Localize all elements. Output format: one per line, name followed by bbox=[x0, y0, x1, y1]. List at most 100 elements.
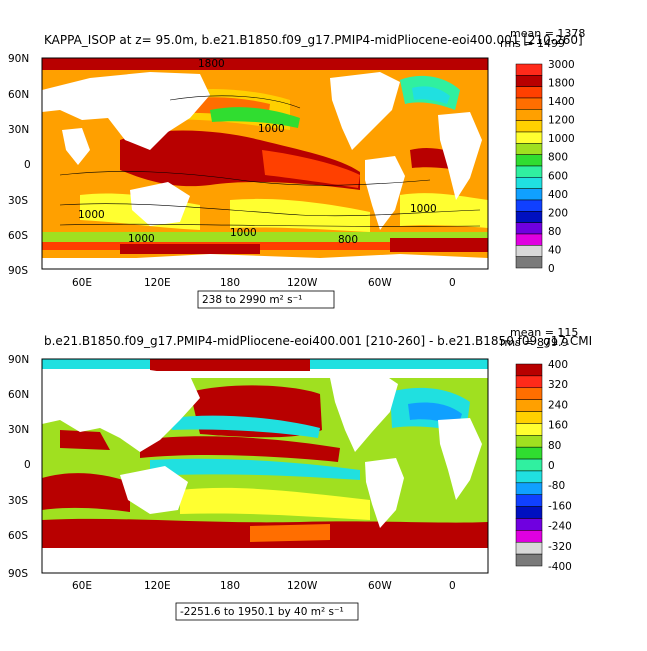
colorbar-label: 400 bbox=[548, 189, 568, 201]
colorbar-swatch bbox=[515, 75, 543, 87]
range-note-bottom: -2251.6 to 1950.1 by 40 m² s⁻¹ bbox=[175, 602, 359, 621]
contour-label: 1000 bbox=[258, 123, 285, 135]
colorbar-label: -320 bbox=[548, 541, 572, 553]
map-top: 1800 1000 1000 800 1000 1000 1000 bbox=[41, 57, 489, 270]
colorbar-label: 600 bbox=[548, 170, 568, 182]
panel-bottom-mean: mean = 115 bbox=[510, 326, 578, 339]
lon-tick: 60E bbox=[72, 277, 92, 289]
colorbar-swatch bbox=[515, 165, 543, 178]
colorbar-label: 3000 bbox=[548, 59, 575, 71]
colorbar-swatch bbox=[515, 541, 543, 555]
lon-axis-top: 60E 120E 180 120W 60W 0 bbox=[72, 277, 456, 289]
lat-tick: 30S bbox=[8, 195, 28, 207]
lat-axis-top: 90N 60N 30N 0 30S 60S 90S bbox=[8, 53, 31, 277]
colorbar-label: 0 bbox=[548, 263, 555, 275]
lat-tick: 90N bbox=[8, 53, 29, 65]
colorbar-label: 400 bbox=[548, 359, 568, 371]
lat-axis-bottom: 90N 60N 30N 0 30S 60S 90S bbox=[8, 354, 31, 580]
lon-axis-bottom: 60E 120E 180 120W 60W 0 bbox=[72, 580, 456, 592]
colorbar-label: 200 bbox=[548, 207, 568, 219]
colorbar-swatch bbox=[515, 86, 543, 99]
colorbar-swatch bbox=[515, 470, 543, 484]
lon-tick: 60E bbox=[72, 580, 92, 592]
panel-top-title: KAPPA_ISOP at z= 95.0m, b.e21.B1850.f09_… bbox=[44, 33, 583, 47]
colorbar-swatch bbox=[515, 482, 543, 495]
colorbar-swatch bbox=[515, 375, 543, 389]
lat-tick: 30N bbox=[8, 424, 29, 436]
colorbar-swatch bbox=[515, 363, 543, 377]
colorbar-swatch bbox=[515, 423, 543, 436]
lon-tick: 120E bbox=[144, 580, 171, 592]
colorbar-label: -400 bbox=[548, 561, 572, 573]
colorbar-swatch bbox=[515, 109, 543, 121]
colorbar-label: 160 bbox=[548, 420, 568, 432]
panel-bottom-rms: rms = 879.9 bbox=[500, 336, 568, 349]
colorbar-swatch bbox=[515, 63, 543, 76]
panel-top: KAPPA_ISOP at z= 95.0m, b.e21.B1850.f09_… bbox=[8, 27, 585, 309]
colorbar-swatch bbox=[515, 411, 543, 424]
colorbar-label: -240 bbox=[548, 521, 572, 533]
colorbar-swatch bbox=[515, 458, 543, 472]
contour-label: 1000 bbox=[230, 227, 257, 239]
lat-tick: 90S bbox=[8, 568, 28, 580]
colorbar-swatch bbox=[515, 199, 543, 212]
colorbar-swatch bbox=[515, 494, 543, 507]
lat-tick: 60N bbox=[8, 389, 29, 401]
contour-label: 1800 bbox=[198, 58, 225, 70]
panel-bottom: b.e21.B1850.f09_g17.PMIP4-midPliocene-eo… bbox=[8, 326, 592, 621]
colorbar-swatch bbox=[515, 188, 543, 201]
panel-top-mean: mean = 1378 bbox=[510, 27, 585, 40]
colorbar-swatch bbox=[515, 154, 543, 167]
colorbar-swatch bbox=[515, 399, 543, 412]
lat-tick: 0 bbox=[24, 459, 31, 471]
colorbar-swatch bbox=[515, 97, 543, 110]
colorbar-label: -80 bbox=[548, 480, 565, 492]
colorbar-swatch bbox=[515, 518, 543, 531]
lat-tick: 30S bbox=[8, 495, 28, 507]
contour-label: 1000 bbox=[128, 233, 155, 245]
colorbar-label: 320 bbox=[548, 379, 568, 391]
colorbar-label: 40 bbox=[548, 244, 561, 256]
contour-label: 800 bbox=[338, 234, 358, 246]
colorbar-label: 80 bbox=[548, 440, 561, 452]
colorbar-label: 0 bbox=[548, 460, 555, 472]
lat-tick: 90N bbox=[8, 354, 29, 366]
lat-tick: 60N bbox=[8, 89, 29, 101]
lon-tick: 0 bbox=[449, 277, 456, 289]
colorbar-swatch bbox=[515, 506, 543, 519]
colorbar-label: 1000 bbox=[548, 133, 575, 145]
panel-top-rms: rms = 1499 bbox=[500, 37, 565, 50]
lon-tick: 120W bbox=[287, 277, 318, 289]
lat-tick: 60S bbox=[8, 530, 28, 542]
colorbar-swatch bbox=[515, 553, 543, 567]
lon-tick: 180 bbox=[220, 277, 240, 289]
colorbar-label: 800 bbox=[548, 152, 568, 164]
lon-tick: 180 bbox=[220, 580, 240, 592]
lat-tick: 0 bbox=[24, 159, 31, 171]
colorbar-swatch bbox=[515, 256, 543, 269]
contour-label: 1000 bbox=[410, 203, 437, 215]
lat-tick: 90S bbox=[8, 265, 28, 277]
lon-tick: 120E bbox=[144, 277, 171, 289]
range-note-top-text: 238 to 2990 m² s⁻¹ bbox=[202, 294, 302, 306]
lon-tick: 120W bbox=[287, 580, 318, 592]
colorbar-swatch bbox=[515, 245, 543, 257]
colorbar-label: -160 bbox=[548, 500, 572, 512]
colorbar-label: 1800 bbox=[548, 78, 575, 90]
lat-tick: 60S bbox=[8, 230, 28, 242]
lon-tick: 60W bbox=[368, 580, 392, 592]
lon-tick: 60W bbox=[368, 277, 392, 289]
colorbar-swatch bbox=[515, 530, 543, 543]
lon-tick: 0 bbox=[449, 580, 456, 592]
lat-tick: 30N bbox=[8, 124, 29, 136]
range-note-top: 238 to 2990 m² s⁻¹ bbox=[197, 290, 335, 309]
colorbar-swatch bbox=[515, 131, 543, 144]
colorbar-swatch bbox=[515, 177, 543, 189]
colorbar-swatch bbox=[515, 446, 543, 460]
colorbar-swatch bbox=[515, 233, 543, 246]
colorbar-swatch bbox=[515, 435, 543, 448]
panel-bottom-title: b.e21.B1850.f09_g17.PMIP4-midPliocene-eo… bbox=[44, 334, 592, 348]
range-note-bottom-text: -2251.6 to 1950.1 by 40 m² s⁻¹ bbox=[180, 606, 344, 618]
contour-label: 1000 bbox=[78, 209, 105, 221]
